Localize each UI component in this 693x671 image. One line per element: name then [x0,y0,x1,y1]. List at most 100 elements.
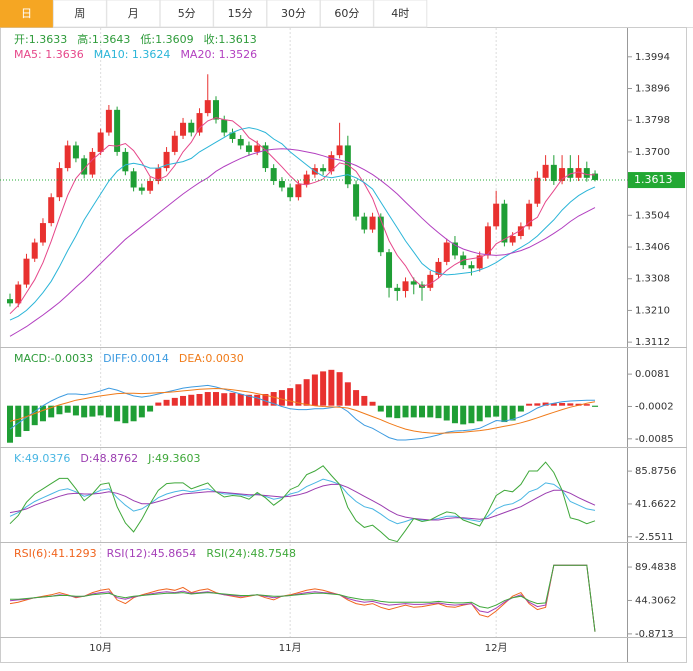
candle-body [287,187,294,198]
tab[interactable] [373,0,428,28]
candle-body [353,184,360,217]
macd-bar [138,405,145,418]
indicator-line [9,564,596,632]
tab[interactable] [52,0,107,28]
indicator-line [9,461,596,543]
candle-body [56,168,63,198]
y-tick-label: 1.3406 [635,242,670,253]
candle-body [204,100,211,114]
candle-body [517,226,524,237]
candle-body [493,203,500,227]
candle-body [48,197,55,224]
macd-bar [237,393,244,406]
macd-bar [64,405,71,413]
macd-bar [15,405,22,437]
macd-bar [443,405,450,421]
macd-bar [171,397,178,406]
y-tick-label: -0.8713 [635,629,674,640]
candle-body [476,255,483,269]
macd-bar [7,405,13,443]
y-tick-label: 85.8756 [635,466,676,477]
macd-bar [328,369,335,406]
candle-body [377,216,384,253]
candle-body [254,145,261,152]
tab-label[interactable]: 4时 [391,7,409,20]
macd-bar [89,405,96,417]
tab-label[interactable]: 周 [74,7,85,20]
macd-bar [460,405,467,425]
macd-bar [592,405,599,407]
tab-label[interactable]: 日 [21,7,32,20]
tab[interactable] [319,0,374,28]
y-tick-label: -0.0085 [635,434,674,445]
candle-body [97,132,104,152]
macd-bar [72,405,79,416]
candle-body [262,145,269,169]
candle-body [180,122,187,136]
macd-bar [336,372,343,406]
candle-body [559,168,566,182]
macd-bar [394,405,401,419]
indicator-line [9,117,596,315]
macd-bar [517,405,524,412]
macd-bar [361,395,368,406]
candle-body [7,299,13,304]
legend-entry: MA5: 1.3636 [14,48,84,61]
x-tick-label: 12月 [485,642,508,654]
macd-bar [583,404,590,406]
macd-bar [39,405,46,422]
candle-body [320,168,327,172]
legend-entry: K:49.0376 [14,452,70,465]
indicator-line [9,127,596,321]
candle-body [369,216,376,230]
macd-bar [451,405,458,424]
y-tick-label: -0.0002 [635,401,674,412]
candle-body [402,281,409,292]
candle-body [550,164,557,182]
x-tick-label: 11月 [279,642,302,654]
macd-bar [435,405,442,419]
legend-entry: D:48.8762 [80,452,138,465]
indicator-line [10,564,596,632]
macd-bar [419,405,425,418]
macd-bar [163,399,170,406]
indicator-line [9,564,596,632]
legend-entry: 开:1.3633 [14,33,67,46]
tab[interactable] [106,0,161,28]
macd-bar [147,405,154,412]
candle-body [435,261,442,275]
candle-body [394,287,401,292]
tab-label[interactable]: 5分 [178,7,196,20]
tab-label[interactable]: 月 [128,7,139,20]
candle-body [163,151,170,169]
tab[interactable] [0,0,54,28]
tab[interactable] [159,0,214,28]
legend-entry: RSI(12):45.8654 [107,547,197,560]
legend-entry: MA20: 1.3526 [180,48,257,61]
tab-label[interactable]: 30分 [281,7,306,20]
candle-body [575,168,582,178]
indicator-line [9,148,596,337]
tab[interactable] [213,0,268,28]
y-tick-label: 89.4838 [635,562,676,573]
y-tick-label: 1.3798 [635,115,670,126]
candle-body [188,122,195,133]
tab-label[interactable]: 15分 [228,7,253,20]
candle-body [386,252,393,288]
current-price-label: 1.3613 [634,173,673,186]
macd-bar [221,393,228,406]
indicator-line [9,478,596,525]
y-tick-label: 1.3700 [635,147,670,158]
macd-bar [344,382,351,406]
candle-body [427,274,434,288]
candle-body [237,138,244,146]
candle-body [484,226,491,256]
candle-body [410,281,417,285]
macd-bar [501,405,508,423]
candle-body [542,164,549,178]
current-price-box [628,172,685,189]
macd-bar [23,405,30,432]
tab-label[interactable]: 60分 [334,7,359,20]
candle-body [23,258,30,285]
